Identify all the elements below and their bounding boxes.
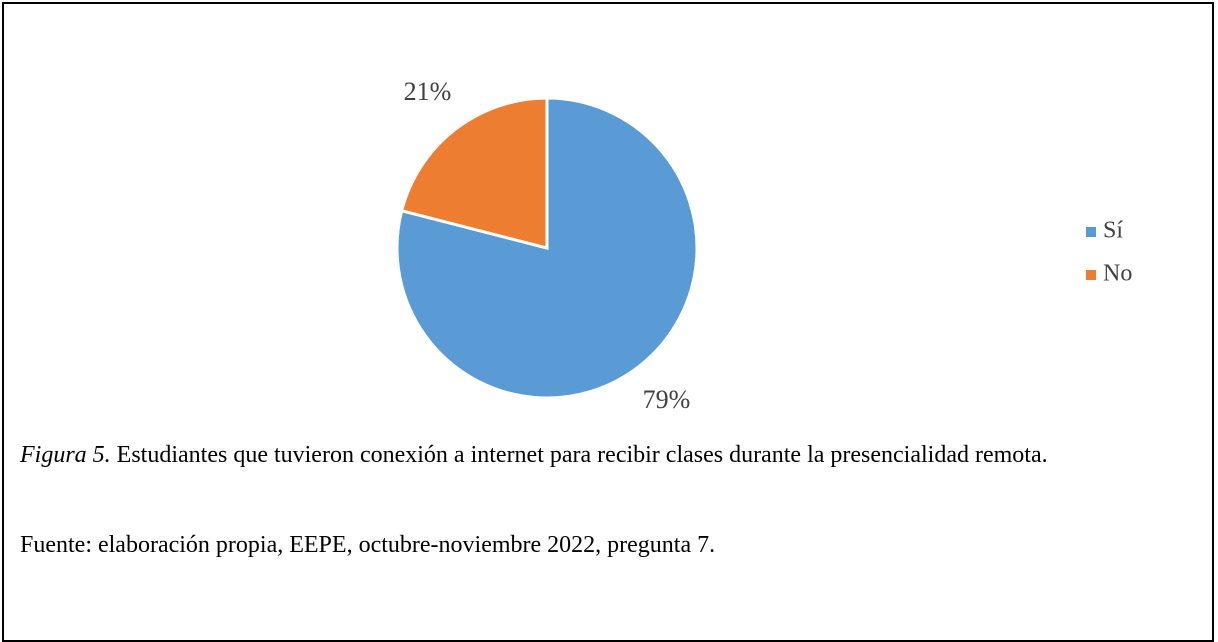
- source: Fuente: elaboración propia, EEPE, octubr…: [20, 532, 716, 558]
- caption-text: Estudiantes que tuvieron conexión a inte…: [116, 442, 1048, 468]
- legend-swatch: [1086, 227, 1096, 237]
- data-label: 79%: [643, 385, 691, 414]
- caption: Figura 5. Estudiantes que tuvieron conex…: [20, 434, 1214, 476]
- legend-label: Sí: [1103, 218, 1123, 244]
- legend-swatch: [1086, 270, 1096, 280]
- chart: 79% 21% Sí No: [395, 77, 1132, 414]
- pie-slice: [399, 96, 549, 250]
- data-label: 21%: [404, 77, 452, 106]
- legend-label: No: [1103, 261, 1132, 287]
- figure-label: Figura 5.: [20, 442, 111, 468]
